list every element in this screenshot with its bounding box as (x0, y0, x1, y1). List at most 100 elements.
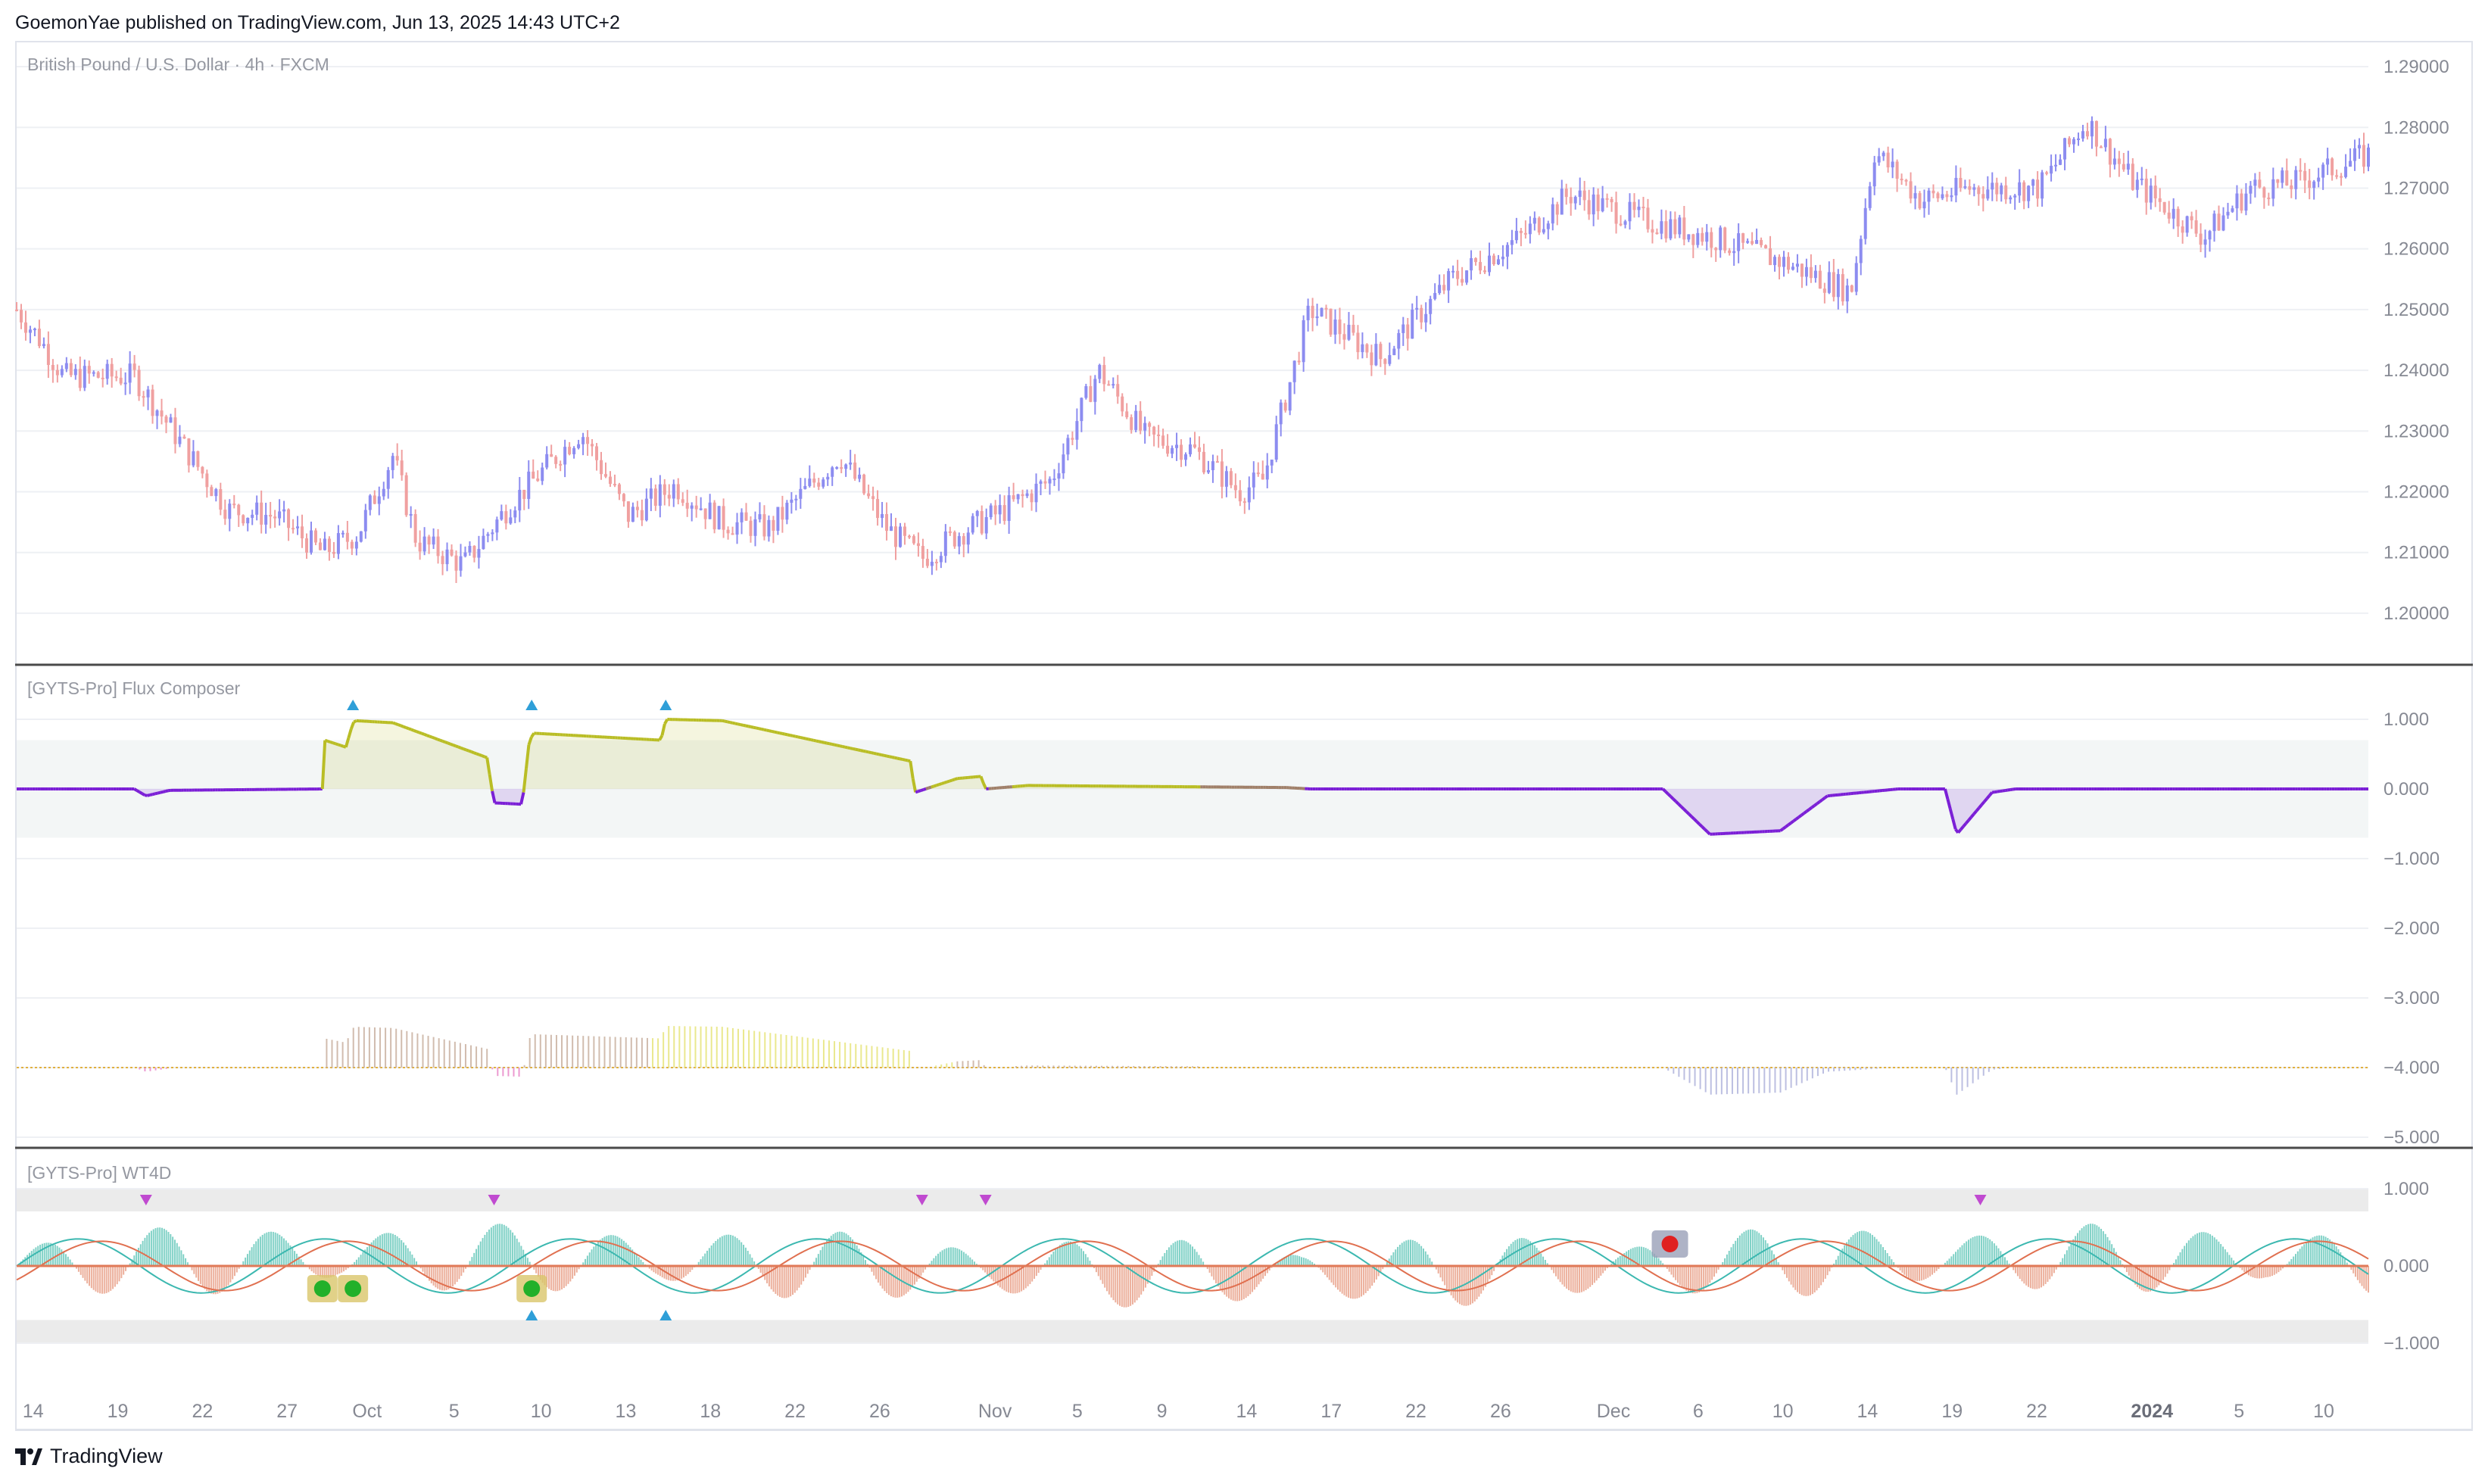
candle-body (1347, 324, 1351, 340)
candle-body (966, 532, 970, 545)
candle-body (359, 531, 363, 542)
candle-body (1651, 229, 1654, 233)
candle-body (1202, 451, 1205, 472)
flux-line-segment (470, 750, 475, 755)
candle-body (1315, 316, 1319, 319)
flux-line-segment (1821, 797, 1826, 801)
candle-body (1981, 194, 1985, 199)
flux-line-segment (1823, 794, 1829, 800)
time-axis-tick: 22 (192, 1401, 213, 1422)
candle-body (708, 502, 712, 519)
candle-body (1487, 255, 1491, 273)
candle-body (1537, 217, 1541, 233)
candle-body (1215, 461, 1219, 463)
wt-sell-dot-icon (1661, 1236, 1679, 1252)
candle-body (114, 376, 118, 379)
candle-body (527, 471, 531, 499)
candle-body (60, 369, 64, 376)
flux-line-segment (941, 781, 945, 785)
candle-body (2267, 197, 2271, 199)
candle-body (2358, 145, 2362, 148)
candle-body (142, 396, 145, 398)
candle-body (1283, 402, 1287, 411)
flux-line-segment (936, 783, 940, 787)
wt4d-series (16, 1195, 2369, 1320)
candle-body (1206, 470, 1210, 472)
candle-body (1424, 313, 1428, 323)
candle-body (1461, 279, 1464, 283)
candle-body (794, 498, 798, 500)
candle-body (1723, 227, 1727, 251)
candle-body (2235, 193, 2239, 209)
candle-body (667, 494, 671, 499)
candle-body (1632, 201, 1636, 210)
flux-line-segment (1688, 812, 1693, 818)
candle-body (2340, 176, 2343, 178)
footer-brand[interactable]: TradingView (15, 1445, 163, 1468)
candle-body (1175, 444, 1179, 448)
flux-line-segment (862, 749, 867, 753)
candle-body (867, 493, 871, 497)
flux-line-segment (982, 782, 988, 790)
flux-line-segment (455, 744, 459, 749)
candle-body (817, 482, 821, 487)
candle-body (1184, 454, 1188, 460)
flux-line-segment (160, 790, 164, 794)
candle-body (1755, 239, 1759, 245)
candle-body (1895, 161, 1899, 179)
candle-body (2294, 170, 2298, 189)
candle-body (2271, 179, 2275, 199)
candle-body (2149, 186, 2153, 203)
candle-body (1075, 421, 1079, 440)
candle-body (422, 536, 426, 552)
candle-body (1406, 324, 1410, 339)
flux-line-segment (320, 740, 327, 790)
candle-body (137, 369, 141, 397)
flux-line-segment (488, 774, 494, 792)
candle-body (513, 510, 517, 518)
candle-body (1528, 223, 1532, 235)
wt-buy-dot-icon (313, 1280, 331, 1297)
candle-body (2344, 167, 2348, 177)
candle-body (1252, 472, 1255, 488)
candle-body (445, 549, 449, 565)
publisher-header: GoemonYae published on TradingView.com, … (15, 12, 620, 33)
candle-body (2299, 170, 2302, 172)
candle-body (1877, 156, 1881, 163)
candle-body (1401, 324, 1405, 333)
flux-line-segment (1805, 808, 1810, 813)
candle-body (2240, 193, 2243, 211)
candle-body (962, 536, 965, 545)
candle-body (1791, 267, 1794, 270)
candle-body (78, 369, 82, 388)
candle-body (1288, 382, 1292, 411)
candle-body (1751, 241, 1754, 245)
time-axis-tick: 26 (1490, 1401, 1511, 1422)
candle-body (799, 488, 803, 499)
candle-body (305, 538, 309, 553)
flux-line-segment (860, 749, 864, 753)
candle-body (210, 487, 214, 497)
candle-body (835, 467, 839, 469)
time-axis-tick: 9 (1157, 1401, 1168, 1422)
time-axis-tick: 19 (108, 1401, 129, 1422)
axis-labels: 1.29000 1.28000 1.27000 1.26000 1.25000 1.240… (23, 57, 2449, 1422)
candle-body (500, 511, 504, 520)
candle-body (2027, 186, 2031, 201)
candle-body (1719, 227, 1723, 251)
candle-body (2253, 179, 2257, 186)
candle-body (1954, 177, 1958, 196)
flux-line-segment (1813, 802, 1819, 807)
candle-body (2122, 164, 2125, 170)
flux-composer-series (17, 700, 2368, 1095)
flux-line-segment (1785, 823, 1790, 828)
flux-line-segment (732, 721, 736, 725)
candle-body (550, 454, 553, 457)
flux-line-segment (530, 732, 535, 738)
candle-body (790, 499, 793, 503)
candle-body (581, 437, 585, 444)
candle-body (1193, 444, 1196, 447)
candle-body (2072, 139, 2076, 145)
flux-line-segment (1969, 812, 1975, 818)
flux-line-segment (766, 728, 770, 733)
